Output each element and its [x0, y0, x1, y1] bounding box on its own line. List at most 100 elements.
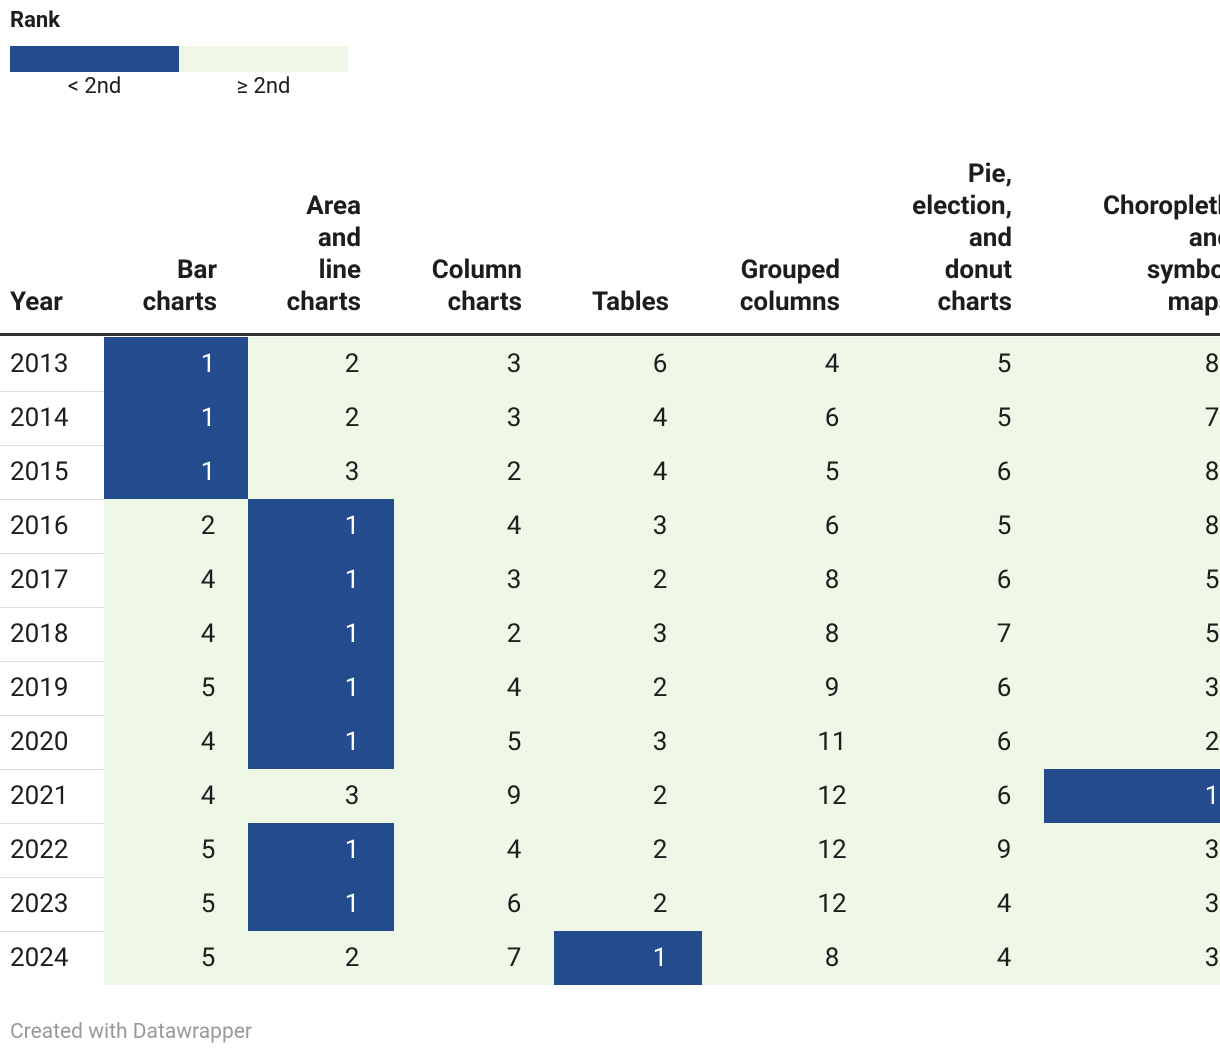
cell-value: 3 — [1204, 889, 1220, 919]
cell-value: 4 — [652, 403, 668, 433]
column-header: Year — [10, 287, 63, 317]
cell-value: 1 — [344, 565, 360, 595]
cell-bg — [1044, 607, 1220, 661]
cell-value: 4 — [996, 889, 1012, 919]
cell-bg — [248, 769, 394, 823]
cell-value: 4 — [200, 565, 216, 595]
year-cell: 2021 — [10, 781, 69, 811]
cell-value: 5 — [1204, 565, 1220, 595]
column-header: Column charts — [431, 255, 522, 317]
cell-bg — [554, 391, 702, 445]
cell-value: 2 — [200, 511, 216, 541]
cell-bg — [104, 877, 248, 931]
year-cell: 2017 — [10, 565, 69, 595]
cell-value: 4 — [200, 619, 216, 649]
cell-bg — [872, 337, 1044, 391]
cell-bg — [248, 877, 394, 931]
cell-bg — [872, 769, 1044, 823]
cell-bg — [1044, 769, 1220, 823]
cell-bg — [394, 769, 554, 823]
cell-bg — [104, 769, 248, 823]
cell-bg — [554, 769, 702, 823]
cell-bg — [104, 823, 248, 877]
cell-value: 6 — [996, 673, 1012, 703]
cell-bg — [248, 715, 394, 769]
cell-value: 7 — [506, 943, 522, 973]
year-cell: 2014 — [10, 403, 69, 433]
cell-value: 4 — [200, 727, 216, 757]
year-cell: 2015 — [10, 457, 69, 487]
cell-value: 2 — [652, 889, 668, 919]
cell-value: 6 — [996, 781, 1012, 811]
cell-bg — [248, 391, 394, 445]
cell-bg — [1044, 661, 1220, 715]
column-header: Bar charts — [142, 255, 218, 317]
cell-value: 1 — [344, 673, 360, 703]
cell-value: 4 — [652, 457, 668, 487]
cell-value: 2 — [506, 619, 522, 649]
cell-value: 3 — [1204, 943, 1220, 973]
footer: Created with Datawrapper — [10, 1020, 252, 1044]
cell-value: 2 — [344, 403, 360, 433]
column-header: Choropleth and symbol maps — [1103, 191, 1220, 317]
cell-value: 3 — [344, 781, 360, 811]
cell-value: 5 — [824, 457, 840, 487]
legend-title: Rank — [10, 8, 60, 33]
cell-bg — [394, 391, 554, 445]
cell-bg — [554, 445, 702, 499]
cell-bg — [702, 931, 872, 985]
cell-value: 8 — [824, 943, 840, 973]
cell-bg — [702, 607, 872, 661]
cell-value: 5 — [996, 403, 1012, 433]
cell-value: 2 — [652, 835, 668, 865]
cell-value: 3 — [344, 457, 360, 487]
cell-bg — [702, 823, 872, 877]
year-cell: 2022 — [10, 835, 69, 865]
column-header: Grouped columns — [739, 255, 840, 317]
cell-bg — [702, 391, 872, 445]
year-cell: 2023 — [10, 889, 69, 919]
cell-value: 3 — [652, 511, 668, 541]
cell-bg — [1044, 337, 1220, 391]
cell-value: 3 — [506, 565, 522, 595]
cell-value: 2 — [652, 673, 668, 703]
cell-bg — [1044, 715, 1220, 769]
cell-value: 1 — [344, 889, 360, 919]
cell-bg — [104, 931, 248, 985]
cell-bg — [1044, 823, 1220, 877]
cell-bg — [394, 553, 554, 607]
cell-value: 4 — [824, 349, 840, 379]
cell-value: 11 — [817, 727, 847, 757]
cell-bg — [702, 553, 872, 607]
cell-value: 2 — [652, 781, 668, 811]
cell-bg — [394, 499, 554, 553]
cell-value: 1 — [1204, 781, 1220, 811]
cell-value: 2 — [506, 457, 522, 487]
cell-bg — [248, 553, 394, 607]
cell-value: 5 — [996, 349, 1012, 379]
cell-value: 1 — [344, 835, 360, 865]
cell-value: 2 — [652, 565, 668, 595]
cell-bg — [872, 715, 1044, 769]
cell-bg — [702, 661, 872, 715]
cell-bg — [554, 877, 702, 931]
cell-bg — [394, 877, 554, 931]
cell-bg — [554, 499, 702, 553]
cell-bg — [702, 877, 872, 931]
legend-swatch — [179, 46, 348, 72]
cell-bg — [554, 337, 702, 391]
year-cell: 2018 — [10, 619, 69, 649]
year-cell: 2016 — [10, 511, 69, 541]
cell-value: 3 — [652, 619, 668, 649]
cell-bg — [394, 337, 554, 391]
cell-bg — [554, 553, 702, 607]
cell-bg — [872, 391, 1044, 445]
cell-value: 5 — [506, 727, 522, 757]
cell-value: 3 — [1204, 673, 1220, 703]
year-cell: 2024 — [10, 943, 69, 973]
cell-value: 2 — [344, 943, 360, 973]
cell-bg — [554, 715, 702, 769]
cell-bg — [248, 931, 394, 985]
cell-value: 12 — [817, 835, 847, 865]
